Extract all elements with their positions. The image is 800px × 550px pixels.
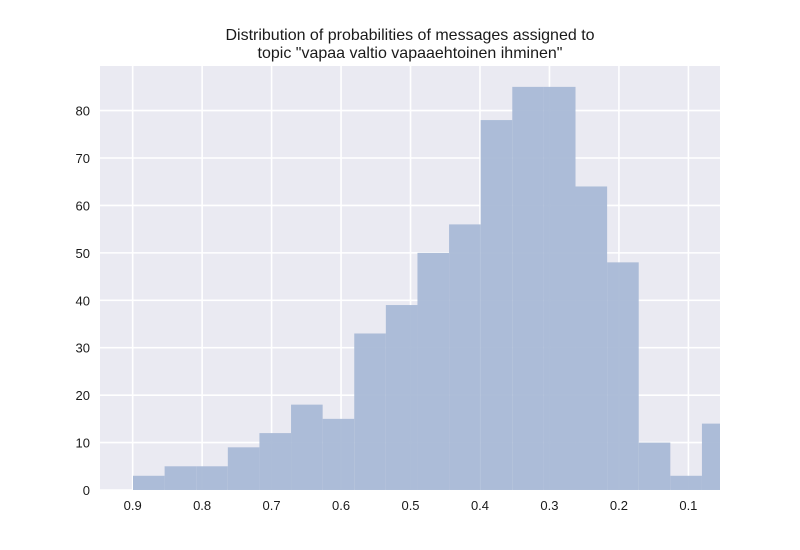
y-tick-label: 10	[76, 436, 90, 451]
chart-title-line-1: Distribution of probabilities of message…	[225, 27, 595, 44]
histogram-bar	[132, 475, 165, 490]
x-tick-label: 0.4	[471, 498, 489, 513]
histogram-bar	[259, 433, 292, 490]
histogram-bar	[638, 442, 671, 490]
x-tick-label: 0.8	[193, 498, 211, 513]
histogram-bar	[417, 252, 450, 490]
y-tick-label: 70	[76, 151, 90, 166]
histogram-bar	[291, 404, 323, 490]
x-tick-label: 0.9	[124, 498, 142, 513]
x-tick-label: 0.7	[263, 498, 281, 513]
histogram-bar	[512, 86, 544, 490]
chart-title-line-2: topic "vapaa valtio vapaaehtoinen ihmine…	[257, 45, 563, 62]
histogram-bar	[354, 333, 386, 490]
histogram-bar	[449, 224, 481, 490]
y-tick-label: 30	[76, 341, 90, 356]
histogram-bar	[322, 418, 355, 490]
y-tick-label: 40	[76, 293, 90, 308]
histogram-bar	[196, 466, 228, 490]
histogram-bar	[480, 120, 513, 491]
y-tick-label: 60	[76, 198, 90, 213]
x-tick-label: 0.3	[540, 498, 558, 513]
histogram-bar	[385, 305, 418, 490]
histogram-bar	[670, 475, 702, 490]
histogram-bar	[607, 262, 639, 490]
histogram-bar	[701, 423, 720, 490]
y-tick-label: 80	[76, 104, 90, 119]
y-tick-label: 0	[83, 483, 90, 498]
x-tick-label: 0.6	[332, 498, 350, 513]
histogram-bar	[164, 466, 197, 490]
histogram-bar	[227, 447, 260, 490]
x-tick-label: 0.2	[610, 498, 628, 513]
histogram-bar	[575, 186, 608, 490]
y-tick-label: 50	[76, 246, 90, 261]
y-tick-label: 20	[76, 388, 90, 403]
x-tick-label: 0.5	[401, 498, 419, 513]
histogram-bar	[543, 86, 576, 490]
x-tick-label: 0.1	[679, 498, 697, 513]
